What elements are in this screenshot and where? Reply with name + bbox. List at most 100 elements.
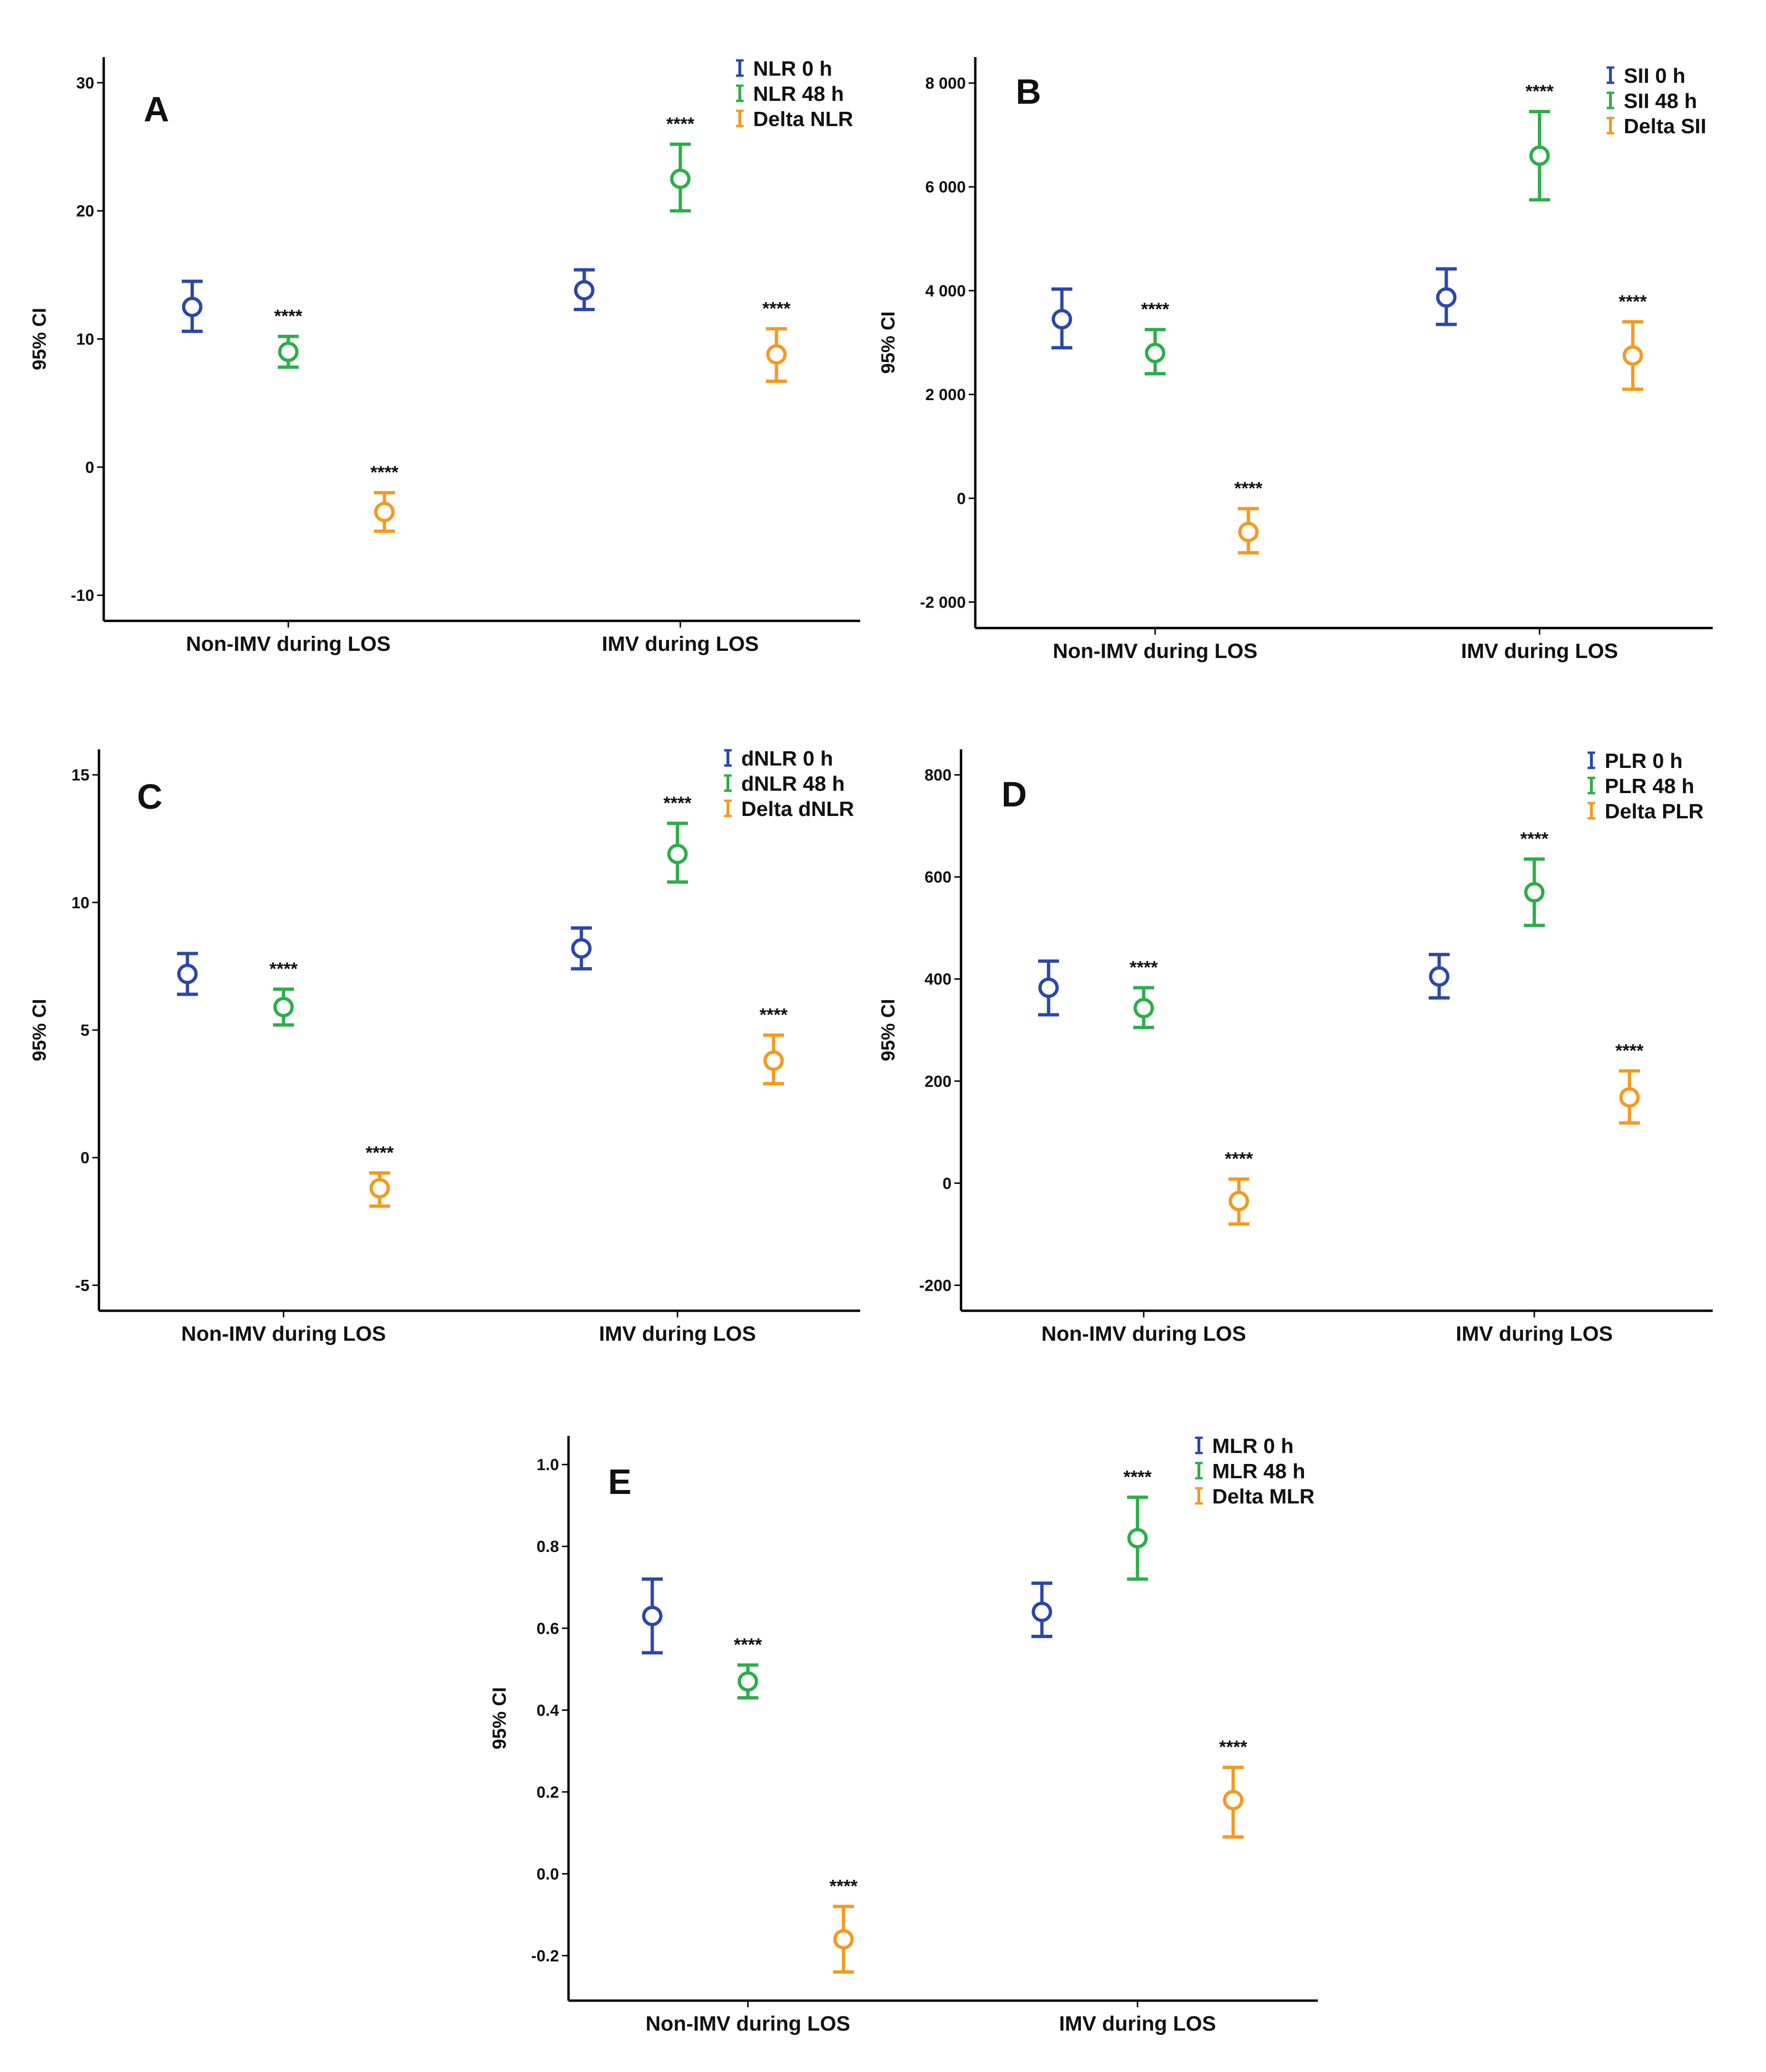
- error-bar: ****: [1525, 82, 1554, 202]
- legend-item: MLR 48 h: [1195, 1460, 1305, 1483]
- y-tick-label: 600: [924, 868, 952, 886]
- legend-label: Delta PLR: [1605, 800, 1704, 823]
- error-bar: ****: [365, 1143, 394, 1208]
- y-axis-label: 95% CI: [878, 999, 899, 1061]
- significance-label: ****: [762, 299, 790, 319]
- y-tick-label: 0: [80, 1149, 89, 1167]
- significance-label: ****: [1234, 479, 1262, 499]
- legend-label: Delta dNLR: [741, 797, 854, 821]
- error-bar: ****: [1234, 479, 1263, 555]
- significance-label: ****: [1619, 292, 1647, 312]
- y-axis-label: 95% CI: [878, 311, 899, 373]
- y-tick-label: 200: [924, 1072, 952, 1090]
- mean-marker: [833, 1929, 854, 1950]
- error-bar: [642, 1577, 663, 1655]
- mean-marker: [1429, 966, 1450, 987]
- y-tick-label: -5: [75, 1277, 89, 1295]
- y-tick-label: 0: [85, 459, 94, 477]
- y-tick-label: 5: [80, 1021, 89, 1040]
- mean-marker: [1038, 977, 1059, 998]
- error-bar: ****: [759, 1005, 788, 1086]
- y-tick-label: 1.0: [537, 1456, 559, 1474]
- mean-marker: [571, 938, 592, 959]
- panel-d: 800 600 400 200 0 -200 Non-IMV during LOS IMV d…: [878, 749, 1713, 1345]
- legend-item: PLR 48 h: [1588, 775, 1694, 798]
- mean-marker: [1223, 1790, 1244, 1811]
- mean-marker: [1145, 343, 1166, 363]
- mean-marker: [177, 963, 198, 984]
- y-tick-label: 8 000: [925, 75, 966, 93]
- y-tick-label: 0.6: [537, 1620, 559, 1638]
- error-bar: ****: [1225, 1149, 1253, 1226]
- legend-label: MLR 0 h: [1212, 1434, 1294, 1458]
- y-tick-label: 0: [942, 1175, 952, 1193]
- legend-label: dNLR 0 h: [741, 747, 833, 770]
- error-bar: ****: [274, 306, 303, 369]
- y-axis-label: 95% CI: [489, 1687, 510, 1749]
- legend-label: Delta SII: [1624, 115, 1707, 138]
- x-category-label: IMV during LOS: [1461, 639, 1618, 663]
- y-tick-label: 400: [924, 971, 952, 989]
- mean-marker: [1031, 1601, 1052, 1622]
- y-tick-label: 10: [76, 331, 94, 349]
- significance-label: ****: [1219, 1738, 1247, 1758]
- legend-label: MLR 48 h: [1212, 1460, 1305, 1483]
- significance-label: ****: [1141, 300, 1169, 320]
- legend-item: Delta NLR: [736, 108, 853, 131]
- y-tick-label: 6 000: [925, 178, 966, 196]
- mean-marker: [369, 1178, 390, 1199]
- error-bar: ****: [1219, 1738, 1247, 1839]
- significance-label: ****: [370, 463, 398, 483]
- y-tick-label: -10: [71, 587, 94, 605]
- error-bar: ****: [1129, 958, 1158, 1030]
- y-axis-label: 95% CI: [29, 999, 50, 1061]
- mean-marker: [1622, 345, 1643, 366]
- y-tick-label: -0.2: [531, 1947, 559, 1965]
- legend-label: Delta MLR: [1212, 1485, 1315, 1508]
- significance-label: ****: [1520, 829, 1548, 849]
- y-tick-label: 10: [71, 894, 89, 912]
- panel-a: 30 20 10 0 -10 Non-IMV during LOS IMV during L…: [29, 57, 860, 656]
- error-bar: ****: [762, 299, 791, 383]
- y-tick-label: 30: [76, 74, 94, 92]
- y-tick-label: 0.4: [537, 1701, 559, 1719]
- x-category-label: IMV during LOS: [1059, 2012, 1216, 2035]
- legend-item: PLR 0 h: [1588, 749, 1683, 773]
- error-bar: ****: [1141, 300, 1169, 375]
- error-bar: [1429, 953, 1450, 1000]
- panel-letter: A: [144, 89, 169, 129]
- mean-marker: [1619, 1087, 1640, 1108]
- error-bar: ****: [1520, 829, 1549, 927]
- significance-label: ****: [365, 1143, 393, 1163]
- mean-marker: [1133, 998, 1154, 1019]
- mean-marker: [273, 997, 294, 1018]
- significance-label: ****: [274, 306, 302, 326]
- significance-label: ****: [663, 794, 691, 814]
- legend-item: dNLR 48 h: [724, 772, 845, 795]
- legend-label: NLR 48 h: [753, 82, 844, 106]
- mean-marker: [1051, 309, 1072, 330]
- x-category-label: Non-IMV during LOS: [1053, 639, 1257, 663]
- legend-item: NLR 48 h: [736, 82, 844, 106]
- significance-label: ****: [666, 114, 694, 134]
- x-category-label: IMV during LOS: [1456, 1322, 1613, 1345]
- legend-item: Delta SII: [1607, 115, 1707, 138]
- mean-marker: [1228, 1190, 1249, 1211]
- legend-label: dNLR 48 h: [741, 772, 845, 795]
- legend-label: Delta NLR: [753, 108, 853, 131]
- panel-letter: B: [1016, 72, 1041, 111]
- mean-marker: [737, 1671, 758, 1692]
- mean-marker: [1238, 521, 1259, 542]
- legend-label: PLR 0 h: [1605, 749, 1683, 773]
- significance-label: ****: [1615, 1041, 1643, 1061]
- significance-label: ****: [759, 1005, 787, 1025]
- error-bar: [574, 268, 595, 312]
- mean-marker: [642, 1605, 663, 1626]
- error-bar: ****: [1615, 1041, 1644, 1125]
- panel-e: 1.0 0.8 0.6 0.4 0.2 0.0 -0.2 Non-IMV during LOS…: [489, 1434, 1318, 2035]
- error-bar: ****: [663, 794, 692, 884]
